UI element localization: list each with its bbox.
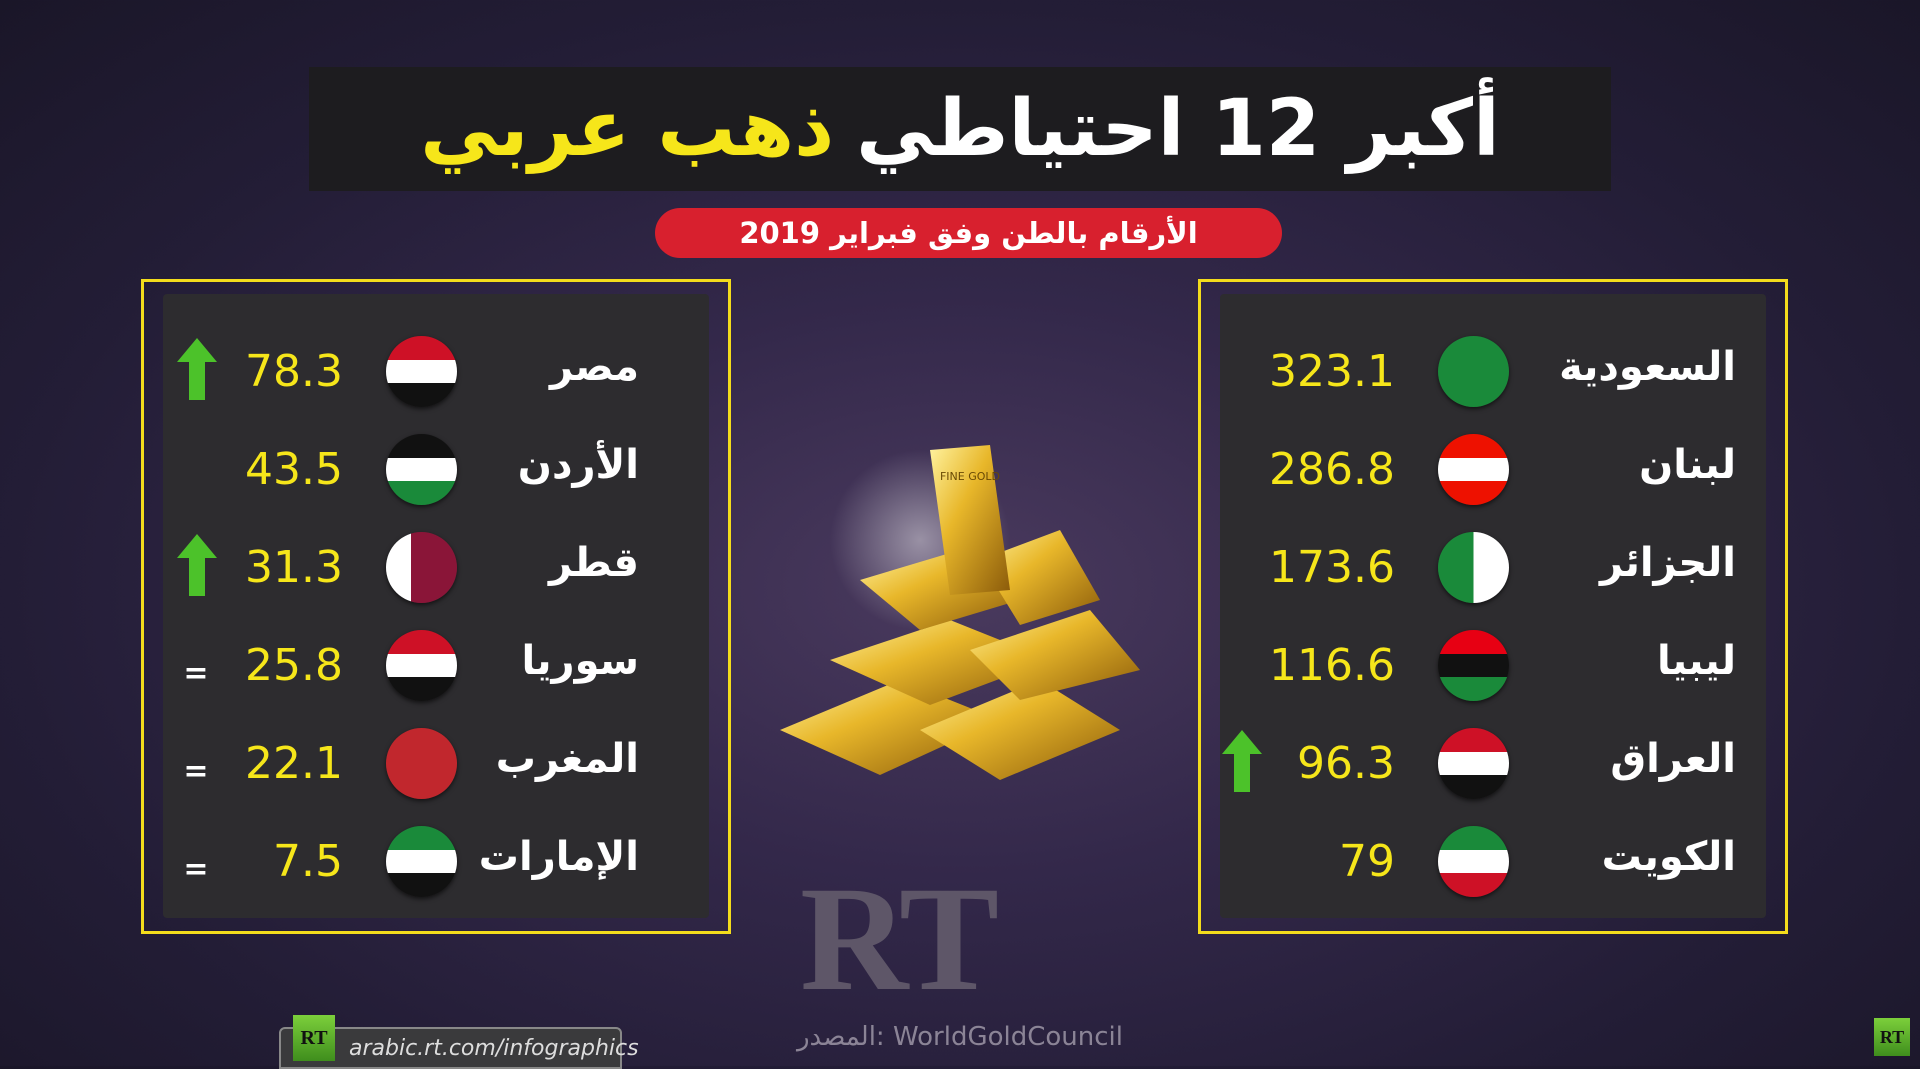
rt-watermark: RT bbox=[800, 856, 999, 1022]
country-row: الأردن 43.5 bbox=[163, 430, 709, 510]
source-text: المصدر: WorldGoldCouncil bbox=[796, 1022, 1123, 1052]
country-name: الكويت bbox=[1601, 834, 1736, 880]
country-row: ليبيا 116.6 bbox=[1220, 626, 1766, 706]
reserve-value: 31.3 bbox=[245, 542, 343, 593]
reserve-value: 323.1 bbox=[1269, 346, 1395, 397]
equal-icon: = bbox=[183, 852, 209, 887]
syria-flag-icon bbox=[386, 630, 457, 701]
lebanon-flag-icon bbox=[1438, 434, 1509, 505]
jordan-flag-icon bbox=[386, 434, 457, 505]
reserve-value: 173.6 bbox=[1269, 542, 1395, 593]
title-bar: أكبر 12 احتياطي ذهب عربي bbox=[309, 67, 1611, 191]
reserve-value: 286.8 bbox=[1269, 444, 1395, 495]
footer-url-box[interactable]: RT arabic.rt.com/infographics bbox=[279, 1015, 639, 1069]
country-row: الكويت 79 bbox=[1220, 822, 1766, 902]
up-arrow-icon bbox=[177, 338, 217, 400]
iraq-flag-icon bbox=[1438, 728, 1509, 799]
reserve-value: 22.1 bbox=[245, 738, 343, 789]
country-name: قطر bbox=[548, 540, 639, 586]
country-name: العراق bbox=[1610, 736, 1736, 782]
subtitle-pill: الأرقام بالطن وفق فبراير 2019 bbox=[655, 208, 1282, 258]
country-name: الجزائر bbox=[1599, 540, 1736, 586]
country-name: مصر bbox=[549, 344, 639, 390]
reserve-value: 116.6 bbox=[1269, 640, 1395, 691]
country-row: مصر 78.3 bbox=[163, 332, 709, 412]
footer-url[interactable]: arabic.rt.com/infographics bbox=[349, 1036, 639, 1061]
gold-bars-image: FINE GOLD bbox=[780, 445, 1140, 780]
country-row: العراق 96.3 bbox=[1220, 724, 1766, 804]
up-arrow-icon bbox=[177, 534, 217, 596]
country-row: السعودية 323.1 bbox=[1220, 332, 1766, 412]
reserve-value: 7.5 bbox=[273, 836, 343, 887]
country-row: قطر 31.3 bbox=[163, 528, 709, 608]
country-name: الإمارات bbox=[478, 834, 639, 880]
country-row: المغرب 22.1 = bbox=[163, 724, 709, 804]
morocco-flag-icon bbox=[386, 728, 457, 799]
libya-flag-icon bbox=[1438, 630, 1509, 701]
saudi-flag-icon bbox=[1438, 336, 1509, 407]
title-main: أكبر 12 احتياطي bbox=[856, 84, 1500, 174]
reserve-value: 25.8 bbox=[245, 640, 343, 691]
egypt-flag-icon bbox=[386, 336, 457, 407]
reserve-value: 43.5 bbox=[245, 444, 343, 495]
equal-icon: = bbox=[183, 656, 209, 691]
corner-rt-logo: RT bbox=[1874, 1018, 1910, 1056]
country-row: الإمارات 7.5 = bbox=[163, 822, 709, 902]
up-arrow-icon bbox=[1222, 730, 1262, 792]
country-name: السعودية bbox=[1559, 344, 1736, 390]
reserve-value: 78.3 bbox=[245, 346, 343, 397]
right-panel: السعودية 323.1 لبنان 286.8 الجزائر 173.6 ليبيا… bbox=[1198, 279, 1788, 934]
country-row: الجزائر 173.6 bbox=[1220, 528, 1766, 608]
kuwait-flag-icon bbox=[1438, 826, 1509, 897]
country-name: ليبيا bbox=[1656, 638, 1736, 684]
country-name: لبنان bbox=[1639, 442, 1736, 488]
equal-icon: = bbox=[183, 754, 209, 789]
country-name: المغرب bbox=[495, 736, 639, 782]
country-row: لبنان 286.8 bbox=[1220, 430, 1766, 510]
reserve-value: 79 bbox=[1339, 836, 1395, 887]
qatar-flag-icon bbox=[386, 532, 457, 603]
footer-rt-logo: RT bbox=[293, 1015, 335, 1061]
country-name: سوريا bbox=[521, 638, 639, 684]
title-highlight: ذهب عربي bbox=[420, 84, 835, 174]
country-row: سوريا 25.8 = bbox=[163, 626, 709, 706]
reserve-value: 96.3 bbox=[1297, 738, 1395, 789]
algeria-flag-icon bbox=[1438, 532, 1509, 603]
country-name: الأردن bbox=[517, 442, 639, 488]
uae-flag-icon bbox=[386, 826, 457, 897]
gold-bar-label: FINE GOLD bbox=[940, 470, 1000, 483]
left-panel: مصر 78.3 الأردن 43.5 قطر 31.3 سوريا 25.8 = المغرب… bbox=[141, 279, 731, 934]
